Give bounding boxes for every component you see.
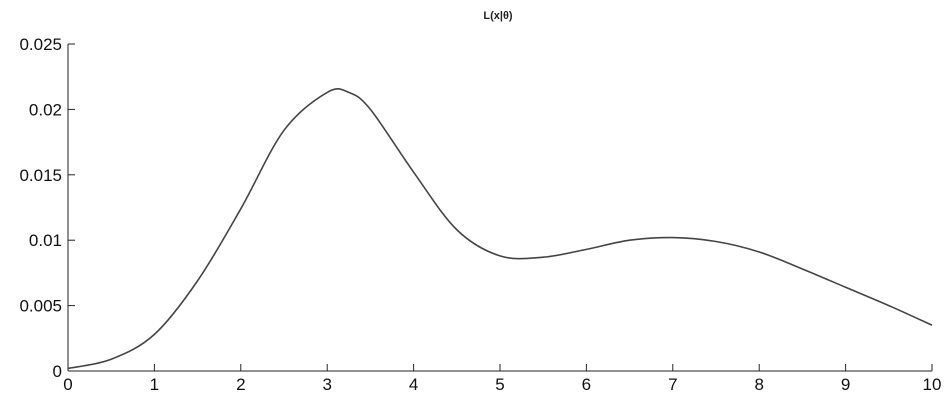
x-tick-label: 9: [841, 375, 850, 394]
y-tick-label: 0.025: [19, 35, 62, 54]
x-tick-label: 6: [582, 375, 591, 394]
x-tick-label: 2: [236, 375, 245, 394]
x-tick-label: 5: [495, 375, 504, 394]
y-tick-label: 0.015: [19, 166, 62, 185]
y-tick-label: 0.02: [29, 100, 62, 119]
x-tick-label: 7: [668, 375, 677, 394]
x-tick-label: 4: [409, 375, 418, 394]
y-tick-label: 0.01: [29, 231, 62, 250]
x-tick-label: 0: [63, 375, 72, 394]
y-ticks: 0 0.005 0.01 0.015 0.02 0.025: [19, 35, 75, 381]
x-tick-label: 3: [322, 375, 331, 394]
x-tick-label: 1: [150, 375, 159, 394]
x-ticks: 0 1 2 3 4 5 6 7 8 9 10: [63, 364, 941, 394]
chart-title: L(x|θ): [483, 10, 513, 22]
y-tick-label: 0: [53, 362, 62, 381]
chart-axes: [67, 44, 932, 372]
series-layer: [67, 88, 933, 370]
series-line-0: [67, 88, 933, 370]
y-tick-label: 0.005: [19, 297, 62, 316]
x-tick-label: 8: [754, 375, 763, 394]
x-tick-label: 10: [923, 375, 942, 394]
